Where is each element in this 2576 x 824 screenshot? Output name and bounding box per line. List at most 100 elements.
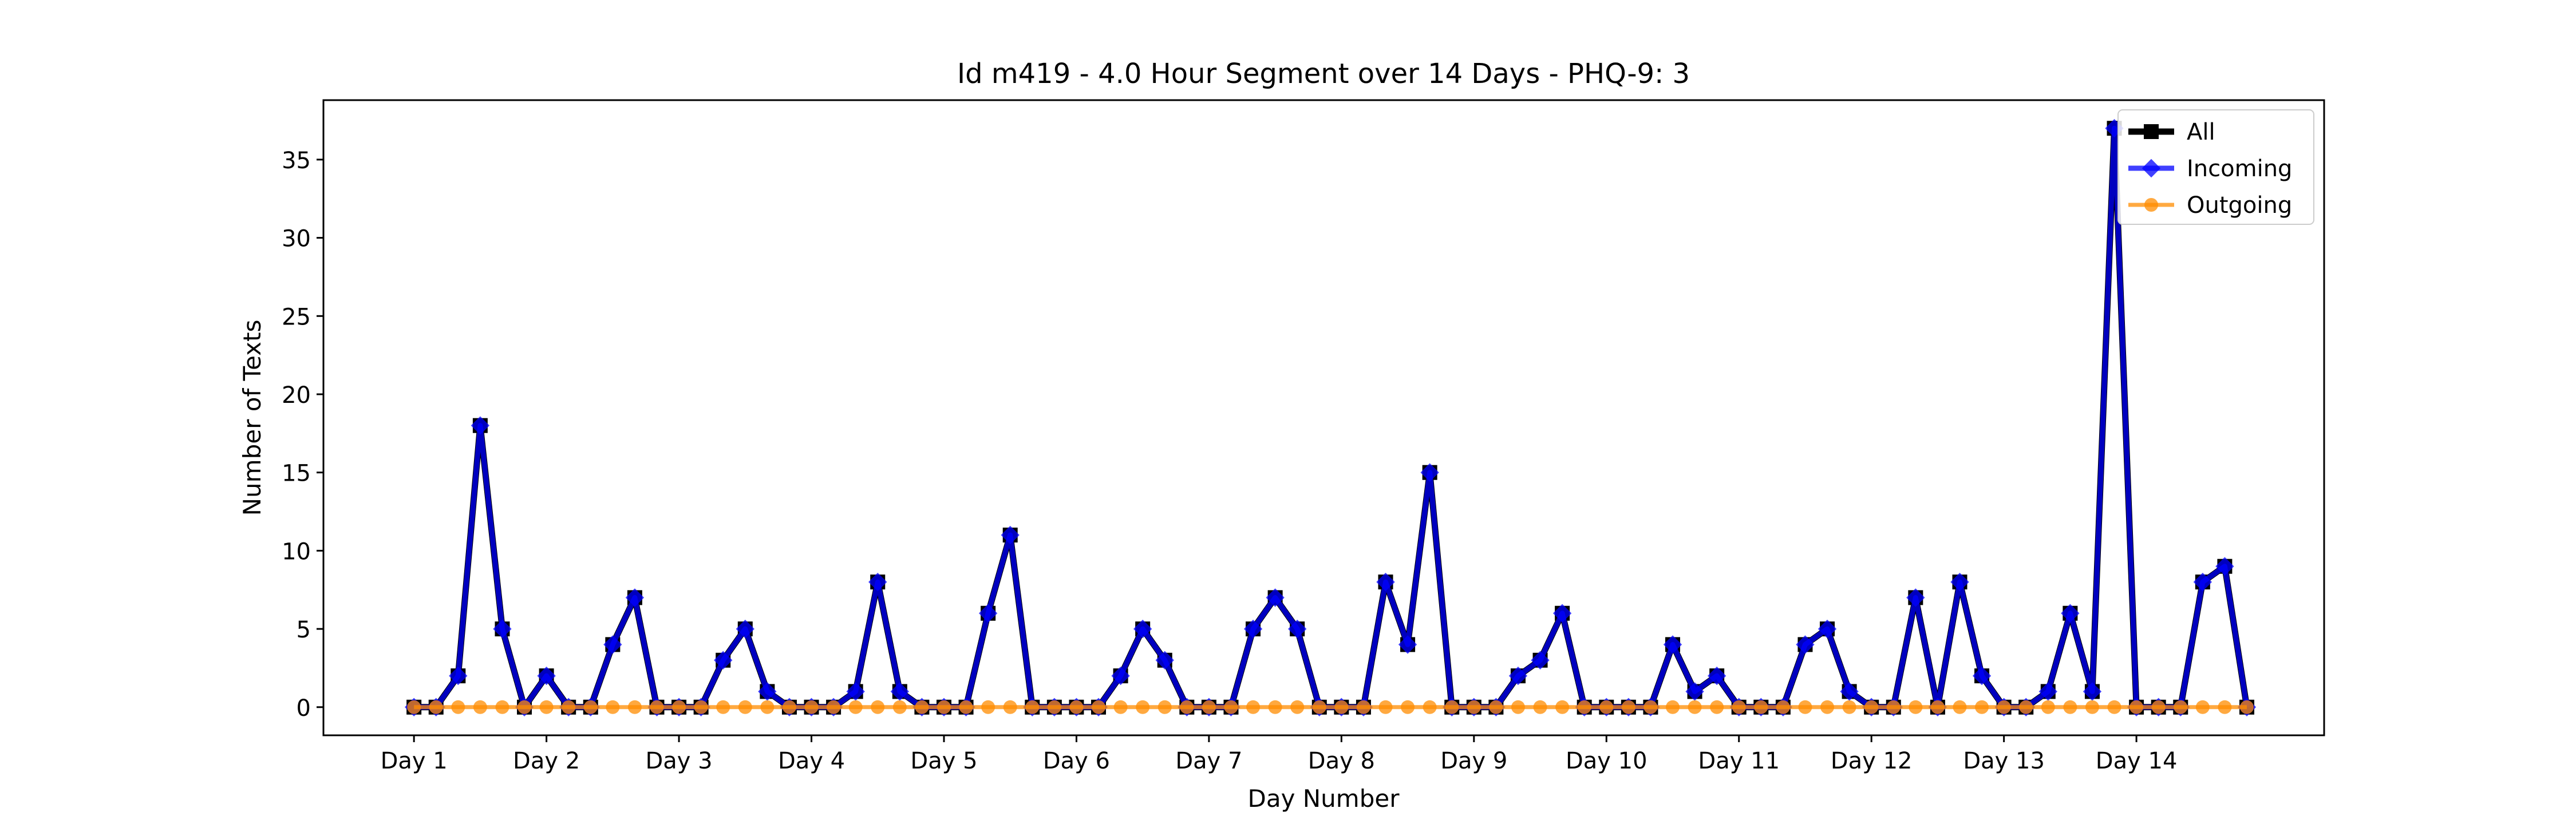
data-point-outgoing xyxy=(2063,700,2077,714)
data-point-outgoing xyxy=(1092,700,1106,714)
data-point-incoming xyxy=(1243,619,1263,639)
data-point-incoming xyxy=(736,619,755,639)
data-point-outgoing xyxy=(407,700,421,714)
x-axis-label: Day Number xyxy=(1247,785,1400,813)
data-point-incoming xyxy=(471,416,490,435)
data-point-outgoing xyxy=(1754,700,1768,714)
data-point-outgoing xyxy=(1423,700,1437,714)
data-point-outgoing xyxy=(1224,700,1238,714)
x-tick-label: Day 1 xyxy=(381,748,448,774)
data-point-outgoing xyxy=(495,700,509,714)
data-point-incoming xyxy=(1840,682,1859,701)
data-point-incoming xyxy=(1707,666,1726,686)
data-point-outgoing xyxy=(650,700,664,714)
data-point-outgoing xyxy=(1268,700,1282,714)
legend-marker xyxy=(2142,159,2161,178)
data-point-outgoing xyxy=(716,700,730,714)
data-point-outgoing xyxy=(2041,700,2055,714)
data-point-outgoing xyxy=(760,700,775,714)
chart-title: Id m419 - 4.0 Hour Segment over 14 Days … xyxy=(957,58,1690,90)
x-tick-label: Day 9 xyxy=(1440,748,1507,774)
legend-box xyxy=(2117,109,2314,225)
data-point-incoming xyxy=(1906,588,1925,607)
data-point-incoming xyxy=(1950,572,1969,592)
y-tick-label: 35 xyxy=(282,148,311,174)
x-tick-label: Day 13 xyxy=(1963,748,2045,774)
data-point-incoming xyxy=(1001,525,1020,545)
data-point-incoming xyxy=(1155,651,1174,670)
data-point-outgoing xyxy=(1909,700,1923,714)
data-point-incoming xyxy=(1376,572,1395,592)
data-point-outgoing xyxy=(1334,700,1349,714)
data-point-outgoing xyxy=(1930,700,1945,714)
data-point-outgoing xyxy=(627,700,642,714)
data-point-incoming xyxy=(1133,619,1152,639)
data-point-outgoing xyxy=(1467,700,1481,714)
x-tick-label: Day 4 xyxy=(778,748,845,774)
data-point-outgoing xyxy=(1820,700,1835,714)
data-point-outgoing xyxy=(871,700,885,714)
data-point-outgoing xyxy=(782,700,796,714)
x-tick-label: Day 6 xyxy=(1043,748,1110,774)
data-point-outgoing xyxy=(451,700,465,714)
data-point-incoming xyxy=(1398,635,1417,654)
x-tick-label: Day 10 xyxy=(1566,748,1647,774)
data-point-outgoing xyxy=(848,700,863,714)
x-tick-label: Day 14 xyxy=(2096,748,2178,774)
data-point-incoming xyxy=(1266,588,1285,607)
data-point-incoming xyxy=(758,682,777,701)
data-point-incoming xyxy=(2061,604,2080,623)
data-point-outgoing xyxy=(562,700,576,714)
data-point-outgoing xyxy=(2085,700,2099,714)
plot-frame xyxy=(322,99,2325,736)
data-point-outgoing xyxy=(429,700,443,714)
data-point-outgoing xyxy=(1864,700,1879,714)
data-point-outgoing xyxy=(1555,700,1570,714)
data-point-incoming xyxy=(714,651,733,670)
data-point-outgoing xyxy=(1643,700,1658,714)
y-tick-label: 10 xyxy=(282,538,311,565)
data-point-outgoing xyxy=(1069,700,1084,714)
series-line-all xyxy=(414,125,2250,711)
plot-area xyxy=(404,119,2257,716)
data-point-outgoing xyxy=(2174,700,2188,714)
data-point-outgoing xyxy=(1710,700,1724,714)
data-point-outgoing xyxy=(1047,700,1061,714)
data-point-incoming xyxy=(1552,604,1572,623)
data-point-outgoing xyxy=(2107,700,2121,714)
data-point-incoming xyxy=(625,588,645,607)
data-point-incoming xyxy=(1663,635,1682,654)
data-point-outgoing xyxy=(1025,700,1040,714)
y-tick-label: 30 xyxy=(282,226,311,252)
data-point-incoming xyxy=(1111,666,1130,686)
x-tick-label: Day 7 xyxy=(1175,748,1242,774)
data-point-outgoing xyxy=(473,700,487,714)
legend-marker xyxy=(2144,198,2158,212)
data-point-outgoing xyxy=(517,700,532,714)
data-point-outgoing xyxy=(1246,700,1261,714)
data-point-incoming xyxy=(1796,635,1815,654)
data-point-outgoing xyxy=(827,700,841,714)
data-point-incoming xyxy=(2083,682,2102,701)
data-point-outgoing xyxy=(2129,700,2144,714)
legend-label: All xyxy=(2187,119,2215,145)
x-tick-label: Day 12 xyxy=(1831,748,1913,774)
data-point-outgoing xyxy=(583,700,598,714)
data-point-outgoing xyxy=(1776,700,1790,714)
data-point-outgoing xyxy=(892,700,907,714)
legend-label: Outgoing xyxy=(2187,192,2292,219)
legend-item-all: All xyxy=(2128,119,2215,145)
data-point-outgoing xyxy=(1378,700,1393,714)
data-point-outgoing xyxy=(1003,700,1017,714)
data-point-incoming xyxy=(537,666,556,686)
data-point-outgoing xyxy=(959,700,973,714)
legend-label: Incoming xyxy=(2187,156,2292,182)
y-tick-label: 15 xyxy=(282,461,311,487)
data-point-outgoing xyxy=(1445,700,1459,714)
data-point-incoming xyxy=(1420,463,1439,482)
data-point-outgoing xyxy=(1732,700,1746,714)
data-point-outgoing xyxy=(1599,700,1614,714)
legend-item-outgoing: Outgoing xyxy=(2128,192,2292,219)
x-tick-label: Day 2 xyxy=(513,748,580,774)
